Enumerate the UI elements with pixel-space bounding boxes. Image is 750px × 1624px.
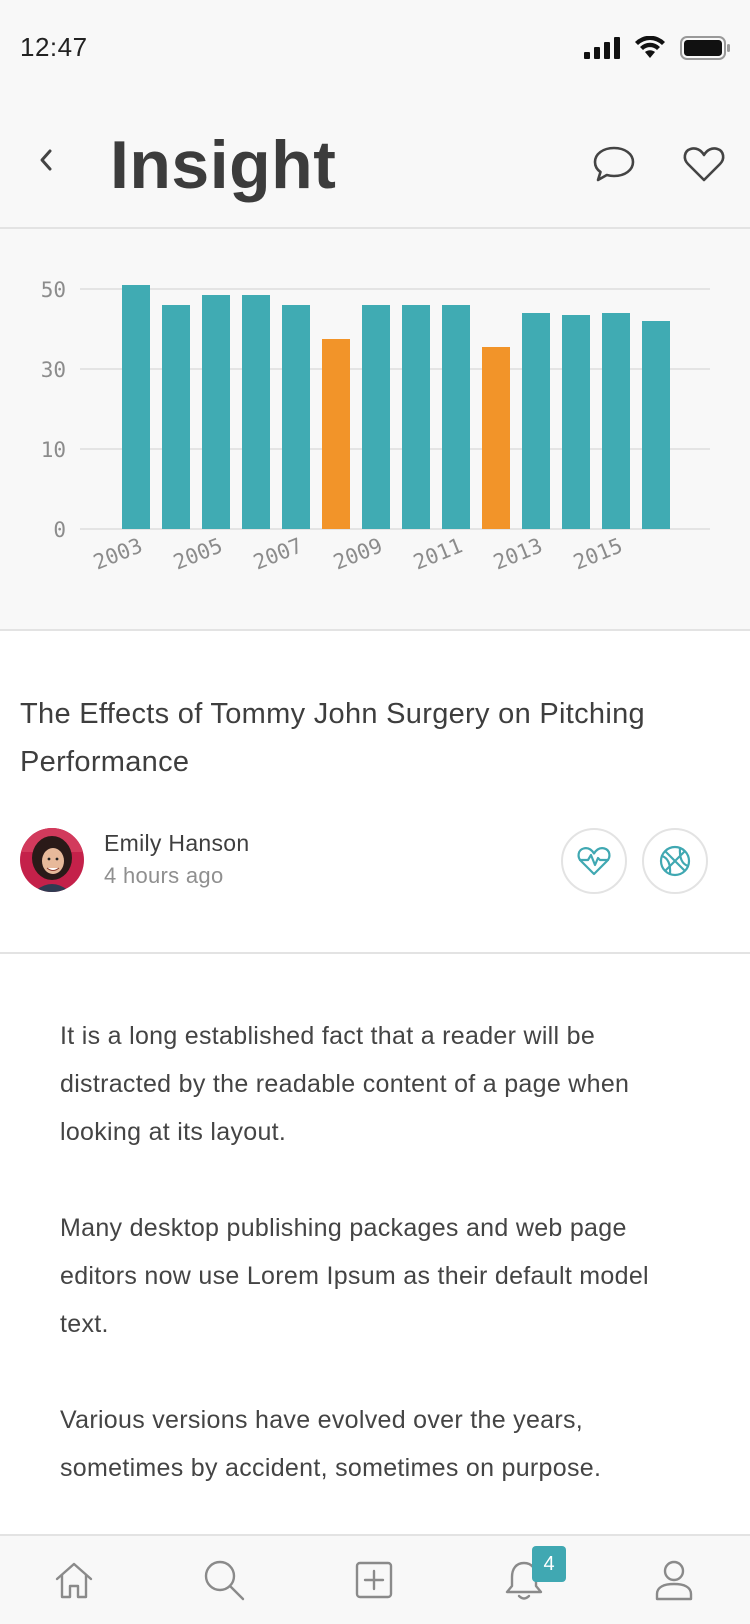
chart-svg: 0 10 30 50 2003 2005 2007 2009 2011 2013 2015 [41, 278, 710, 575]
article-title: The Effects of Tommy John Surgery on Pit… [20, 698, 645, 778]
avatar-image [20, 828, 84, 892]
bar-2003[interactable] [122, 285, 150, 529]
tab-notifications[interactable] [500, 1556, 548, 1604]
chat-bubble-icon [593, 146, 635, 182]
page-title: Insight [110, 127, 337, 203]
bar-2006[interactable] [242, 295, 270, 529]
status-time: 12:47 [20, 32, 88, 62]
tab-home[interactable] [50, 1556, 98, 1604]
notification-badge: 4 [532, 1546, 566, 1582]
divider [0, 952, 750, 954]
tab-add[interactable] [350, 1556, 398, 1604]
bar-2015[interactable] [602, 313, 630, 529]
status-icons [584, 36, 730, 60]
article-body: It is a long established fact that a rea… [60, 1012, 700, 1540]
bar-2010[interactable] [402, 305, 430, 529]
x-tick-label: 2011 [410, 533, 466, 574]
profile-icon [655, 1560, 693, 1601]
bar-2007[interactable] [282, 305, 310, 529]
x-tick-label: 2015 [570, 533, 626, 574]
nav-bar: Insight [0, 96, 750, 229]
post-time: 4 hours ago [104, 863, 224, 888]
x-tick-label: 2013 [490, 533, 546, 574]
comment-button[interactable] [590, 140, 638, 188]
cellular-signal-icon [584, 37, 620, 59]
x-tick-label: 2005 [170, 533, 226, 574]
x-tick-label: 2009 [330, 533, 386, 574]
bar-2008[interactable] [322, 339, 350, 529]
paragraph: Many desktop publishing packages and web… [60, 1214, 649, 1338]
tab-profile[interactable] [650, 1556, 698, 1604]
wifi-icon [635, 36, 665, 58]
bar-2011[interactable] [442, 305, 470, 529]
bar-2004[interactable] [162, 305, 190, 529]
tab-search[interactable] [200, 1556, 248, 1604]
heart-icon [683, 147, 725, 182]
bar-2013[interactable] [522, 313, 550, 529]
basketball-icon [659, 845, 691, 877]
x-tick-label: 2003 [90, 533, 146, 574]
y-tick-label: 0 [53, 518, 66, 542]
x-tick-label: 2007 [250, 533, 306, 574]
tab-bar: 4 [0, 1534, 750, 1624]
search-icon [204, 1560, 245, 1601]
y-tick-label: 10 [41, 438, 66, 462]
bar-chart: 0 10 30 50 2003 2005 2007 2009 2011 2013 2015 [0, 229, 750, 631]
avatar[interactable] [20, 828, 84, 892]
status-bar: 12:47 [0, 0, 750, 96]
bell-icon [505, 1561, 543, 1600]
y-tick-label: 50 [41, 278, 66, 302]
favorite-button[interactable] [680, 140, 728, 188]
author-row: Emily Hanson 4 hours ago [20, 828, 730, 894]
health-button[interactable] [561, 828, 627, 894]
bar-2012[interactable] [482, 347, 510, 529]
chevron-left-icon [40, 149, 52, 171]
paragraph: It is a long established fact that a rea… [60, 1022, 630, 1146]
bar-2005[interactable] [202, 295, 230, 529]
home-icon [55, 1562, 93, 1599]
bar-2016[interactable] [642, 321, 670, 529]
bar-2009[interactable] [362, 305, 390, 529]
y-tick-label: 30 [41, 358, 66, 382]
sport-button[interactable] [642, 828, 708, 894]
paragraph: Various versions have evolved over the y… [60, 1406, 602, 1482]
bar-2014[interactable] [562, 315, 590, 529]
author-name[interactable]: Emily Hanson [104, 830, 250, 856]
add-icon [355, 1561, 393, 1599]
back-button[interactable] [26, 140, 66, 180]
battery-icon [680, 36, 730, 60]
heartbeat-icon [577, 847, 611, 876]
